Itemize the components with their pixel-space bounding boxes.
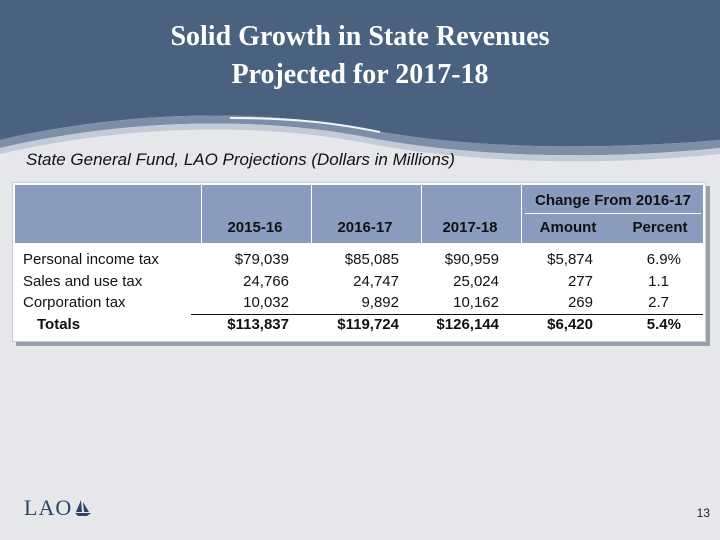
title-line-1: Solid Growth in State Revenues bbox=[170, 21, 550, 52]
logo-text: LAO bbox=[24, 495, 73, 520]
cell-value: $79,039 bbox=[234, 251, 289, 268]
totals-rule bbox=[191, 314, 703, 315]
cell-value: $5,874 bbox=[547, 251, 593, 268]
totals-value: $126,144 bbox=[436, 316, 499, 333]
table-header-band bbox=[15, 185, 703, 243]
page-number: 13 bbox=[696, 506, 710, 520]
lao-logo: LAO bbox=[24, 495, 93, 521]
header-divider bbox=[201, 185, 202, 243]
row-label: Sales and use tax bbox=[23, 273, 143, 290]
cell-value: 25,024 bbox=[453, 273, 499, 290]
revenue-table: Change From 2016-17 2015-16 2016-17 2017… bbox=[12, 182, 706, 342]
totals-value: $113,837 bbox=[227, 316, 289, 333]
column-header-2017-18: 2017-18 bbox=[442, 219, 498, 236]
cell-value: 24,747 bbox=[353, 273, 399, 290]
title-line-2: Projected for 2017-18 bbox=[231, 59, 489, 90]
cell-value: $90,959 bbox=[444, 251, 499, 268]
row-label: Personal income tax bbox=[23, 251, 159, 268]
cell-value: 277 bbox=[567, 273, 593, 290]
cell-value: 10,032 bbox=[243, 294, 289, 311]
column-header-2015-16: 2015-16 bbox=[227, 219, 283, 236]
cell-value: 269 bbox=[567, 294, 593, 311]
group-header-change: Change From 2016-17 bbox=[535, 192, 691, 209]
cell-value: $85,085 bbox=[344, 251, 399, 268]
column-header-percent: Percent bbox=[632, 219, 688, 236]
cell-value: 2.7 bbox=[648, 294, 669, 311]
logo-mark-icon bbox=[75, 500, 92, 516]
table-subtitle: State General Fund, LAO Projections (Dol… bbox=[26, 150, 455, 169]
totals-label: Totals bbox=[37, 316, 81, 333]
totals-value: $119,724 bbox=[337, 316, 399, 333]
cell-value: 24,766 bbox=[243, 273, 289, 290]
slide-title: Solid Growth in State Revenues Projected… bbox=[0, 18, 720, 94]
header-divider bbox=[521, 185, 522, 243]
cell-value: 1.1 bbox=[648, 273, 669, 290]
row-label: Corporation tax bbox=[23, 294, 126, 311]
totals-value: 5.4% bbox=[646, 316, 681, 333]
cell-value: 10,162 bbox=[453, 294, 499, 311]
header-divider bbox=[311, 185, 312, 243]
column-header-amount: Amount bbox=[539, 219, 597, 236]
group-header-rule bbox=[525, 213, 701, 214]
column-header-2016-17: 2016-17 bbox=[337, 219, 393, 236]
header-divider bbox=[421, 185, 422, 243]
totals-value: $6,420 bbox=[547, 316, 593, 333]
cell-value: 6.9% bbox=[646, 251, 681, 268]
cell-value: 9,892 bbox=[361, 294, 399, 311]
